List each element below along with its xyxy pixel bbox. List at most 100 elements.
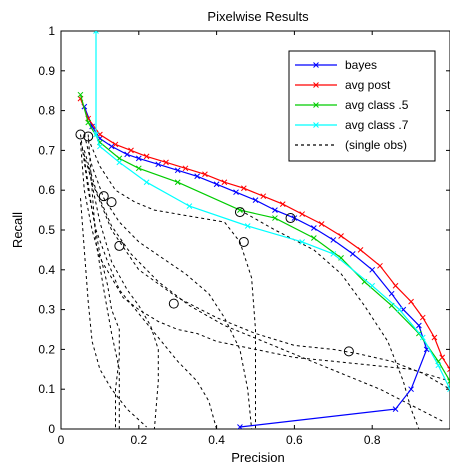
- series-marker: [392, 282, 399, 289]
- series-line: [95, 31, 450, 390]
- y-tick-label: 0.4: [38, 263, 55, 277]
- series-marker: [396, 306, 403, 313]
- series-marker: [237, 424, 243, 429]
- series-marker: [357, 247, 364, 253]
- y-axis-label: Recall: [10, 212, 25, 248]
- y-tick-label: 0.7: [38, 143, 55, 157]
- y-tick-label: 0.8: [38, 104, 55, 118]
- series-marker: [392, 406, 399, 412]
- legend-marker: [313, 82, 319, 88]
- legend-marker: [313, 62, 319, 68]
- y-tick-label: 0.1: [38, 382, 55, 396]
- single-obs-lines: [80, 134, 450, 429]
- series-marker: [135, 155, 142, 162]
- circle-markers: [75, 129, 354, 357]
- series-marker: [143, 179, 150, 186]
- series-marker: [93, 131, 99, 138]
- legend-marker: [313, 102, 319, 108]
- single-obs-circle: [114, 240, 125, 251]
- series-marker: [431, 334, 438, 341]
- series-marker: [85, 119, 92, 126]
- series-marker: [128, 147, 134, 154]
- series-marker: [237, 207, 243, 213]
- series-marker: [299, 239, 306, 245]
- series-marker: [388, 290, 395, 297]
- x-tick-label: 0.8: [364, 433, 381, 447]
- single-obs-line: [87, 166, 159, 429]
- legend-label: avg post: [345, 78, 391, 92]
- series-marker: [97, 143, 103, 150]
- series-marker: [299, 211, 306, 217]
- legend-label: avg class .5: [345, 98, 409, 112]
- legend-label: bayes: [345, 58, 377, 72]
- single-obs-circle: [168, 298, 179, 309]
- single-obs-circle: [234, 207, 245, 218]
- single-obs-line: [239, 209, 420, 429]
- single-obs-line: [83, 150, 443, 422]
- single-obs-line: [87, 138, 256, 429]
- series-marker: [272, 207, 278, 213]
- series-marker: [349, 251, 356, 257]
- series-marker: [279, 201, 286, 207]
- series-marker: [163, 159, 169, 166]
- series-marker: [108, 143, 115, 150]
- single-obs-circle: [238, 236, 249, 247]
- legend-box: [288, 50, 436, 162]
- x-tick-label: 0: [58, 433, 65, 447]
- legend-marker: [313, 122, 319, 128]
- series-marker: [377, 262, 383, 269]
- y-tick-label: 0.9: [38, 64, 55, 78]
- axis-ticks: 0 0.2 0.4 0.6 0.8 0 0.1 0.2 0.3 0.4 0.5 0.6 0.7 0.8 0.…: [38, 24, 450, 447]
- series-marker: [155, 161, 162, 168]
- series-marker: [330, 251, 337, 257]
- series-marker: [233, 189, 239, 196]
- legend: bayes avg post avg class .5 avg class .7 (si…: [288, 50, 436, 162]
- series-marker: [369, 282, 376, 289]
- y-tick-label: 0.2: [38, 342, 55, 356]
- series-marker: [174, 167, 181, 174]
- series-marker: [338, 233, 344, 239]
- series-3: [93, 31, 450, 393]
- series-marker: [77, 91, 84, 98]
- series-marker: [310, 235, 317, 241]
- series-marker: [419, 334, 426, 341]
- x-tick-label: 0.4: [208, 433, 225, 447]
- series-marker: [240, 185, 247, 192]
- series-marker: [416, 322, 422, 329]
- legend-label: (single obs): [345, 138, 407, 152]
- series-marker: [447, 378, 450, 385]
- series-marker: [291, 215, 298, 221]
- series-marker: [213, 181, 220, 188]
- single-obs-line: [80, 134, 218, 429]
- single-obs-circle: [98, 191, 109, 202]
- series-marker: [244, 223, 251, 229]
- series-marker: [194, 173, 201, 180]
- single-obs-circle: [75, 129, 86, 140]
- series-marker: [260, 193, 267, 200]
- series-marker: [318, 221, 325, 227]
- single-obs-line: [83, 134, 253, 429]
- y-tick-label: 0.6: [38, 183, 55, 197]
- y-tick-label: 0.3: [38, 303, 55, 317]
- series-marker: [369, 266, 376, 273]
- x-tick-label: 0.6: [286, 433, 303, 447]
- single-obs-circle: [83, 131, 94, 142]
- series-lines: [77, 31, 450, 429]
- series-marker: [93, 31, 99, 34]
- series-marker: [447, 366, 450, 373]
- single-obs-circle: [285, 213, 296, 224]
- y-tick-label: 0: [48, 422, 55, 436]
- single-obs-line: [87, 134, 120, 429]
- series-marker: [330, 237, 337, 243]
- series-marker: [135, 165, 142, 172]
- series-marker: [174, 179, 181, 186]
- series-marker: [435, 362, 442, 369]
- x-axis-label: Precision: [231, 450, 284, 465]
- x-tick-label: 0.2: [130, 433, 147, 447]
- single-obs-line: [80, 142, 450, 390]
- series-marker: [202, 171, 208, 178]
- y-tick-label: 0.5: [38, 223, 55, 237]
- single-obs-circle: [343, 346, 354, 357]
- series-marker: [272, 215, 278, 221]
